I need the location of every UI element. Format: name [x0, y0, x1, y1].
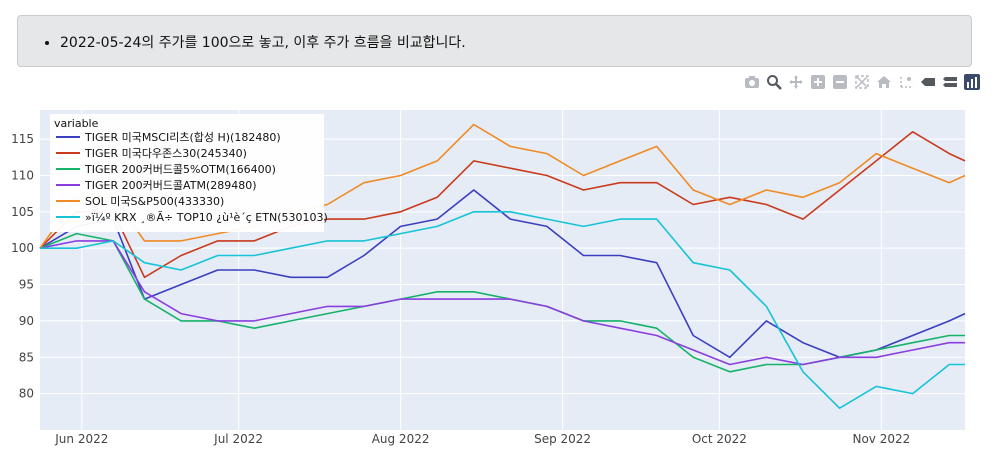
- legend-item-label[interactable]: TIGER 미국다우존스30(245340): [84, 147, 247, 160]
- pan-icon[interactable]: [788, 74, 804, 90]
- y-tick-label: 95: [19, 278, 34, 292]
- y-tick-label: 110: [11, 168, 34, 182]
- zoom-in-icon[interactable]: [810, 74, 826, 90]
- legend-item-label[interactable]: SOL 미국S&P500(433330): [85, 195, 224, 208]
- note-bullet: 2022-05-24의 주가를 100으로 놓고, 이후 주가 흐름을 비교합니…: [60, 32, 466, 52]
- camera-icon[interactable]: [744, 74, 760, 90]
- y-tick-label: 90: [19, 314, 34, 328]
- modebar: [744, 74, 980, 92]
- legend[interactable]: variable TIGER 미국MSCI리츠(합성 H)(182480) TIG…: [50, 114, 328, 232]
- hover-compare-icon[interactable]: [942, 74, 958, 90]
- zoom-out-icon[interactable]: [832, 74, 848, 90]
- note-list: 2022-05-24의 주가를 100으로 놓고, 이후 주가 흐름을 비교합니…: [18, 32, 466, 52]
- y-tick-label: 115: [11, 132, 34, 146]
- legend-title: variable: [54, 117, 99, 130]
- y-tick-label: 85: [19, 350, 34, 364]
- y-tick-label: 100: [11, 241, 34, 255]
- y-axis: 80 85 90 95 100 105 110 115: [11, 132, 34, 401]
- x-tick-label: Nov 2022: [852, 432, 910, 446]
- x-tick-label: Oct 2022: [692, 432, 747, 446]
- y-tick-label: 105: [11, 205, 34, 219]
- hover-closest-icon[interactable]: [920, 74, 936, 90]
- legend-background: [50, 114, 324, 232]
- series-line-4: [39, 240, 965, 366]
- legend-item-label[interactable]: TIGER 200커버드콜ATM(289480): [84, 179, 257, 192]
- x-tick-label: Aug 2022: [372, 432, 430, 446]
- series-line-5: [39, 123, 966, 249]
- series-line-2: [39, 131, 966, 279]
- home-icon[interactable]: [876, 74, 892, 90]
- x-axis: Jun 2022 Jul 2022 Aug 2022 Sep 2022 Oct 2022…: [54, 432, 910, 446]
- plotly-logo-icon[interactable]: [964, 74, 980, 90]
- series-lines: [39, 123, 966, 410]
- legend-item-label[interactable]: TIGER 미국MSCI리츠(합성 H)(182480): [84, 131, 281, 144]
- series-line-1: [39, 189, 966, 359]
- x-tick-label: Jun 2022: [54, 432, 108, 446]
- note-box: 2022-05-24의 주가를 100으로 놓고, 이후 주가 흐름을 비교합니…: [17, 15, 972, 67]
- spike-icon[interactable]: [898, 74, 914, 90]
- series-line-6: [40, 211, 965, 410]
- autoscale-icon[interactable]: [854, 74, 870, 90]
- x-tick-label: Jul 2022: [213, 432, 263, 446]
- legend-item-label[interactable]: »ï¼º KRX ¸®Ã÷ TOP10 ¿ù¹è´ç ETN(530103): [85, 211, 328, 224]
- y-tick-label: 80: [19, 387, 34, 401]
- zoom-icon[interactable]: [766, 74, 782, 90]
- x-tick-label: Sep 2022: [534, 432, 591, 446]
- legend-item-label[interactable]: TIGER 200커버드콜5%OTM(166400): [84, 163, 276, 176]
